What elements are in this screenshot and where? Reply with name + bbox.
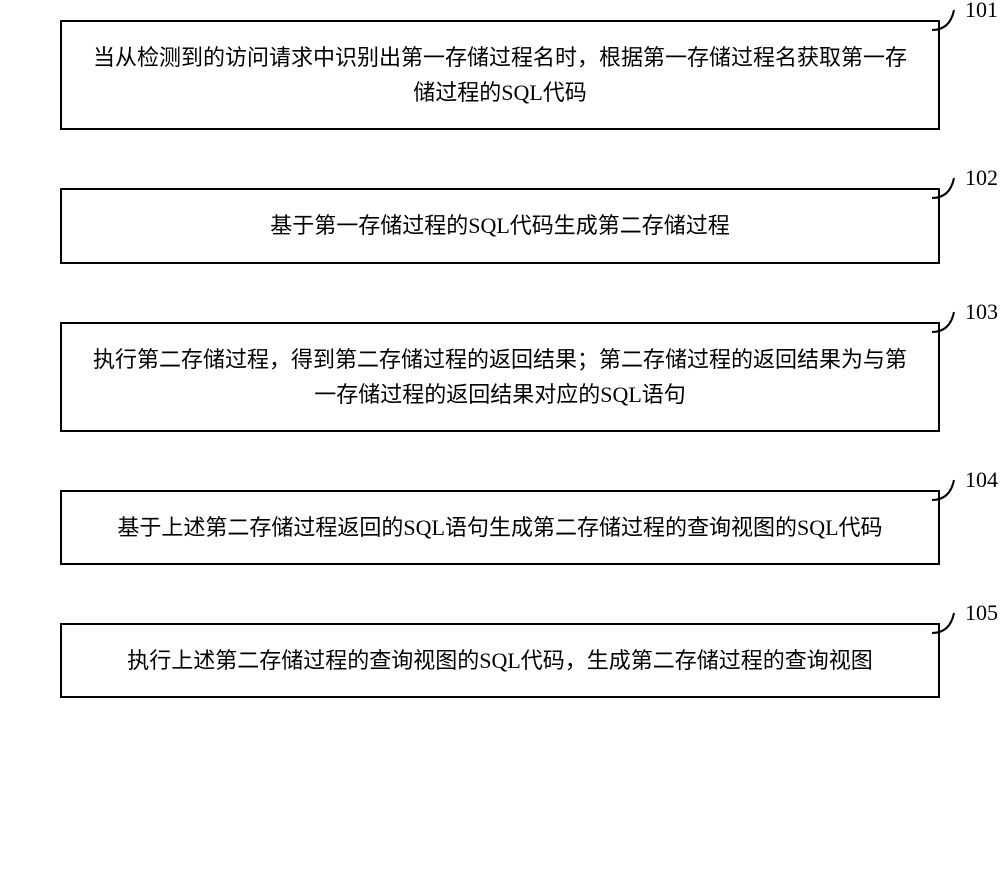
step-box-103: 执行第二存储过程，得到第二存储过程的返回结果；第二存储过程的返回结果为与第一存储… xyxy=(60,322,940,432)
step-wrap-101: 当从检测到的访问请求中识别出第一存储过程名时，根据第一存储过程名获取第一存储过程… xyxy=(30,20,970,130)
arrow-icon xyxy=(499,565,501,623)
step-box-102: 基于第一存储过程的SQL代码生成第二存储过程 102 xyxy=(60,188,940,263)
label-connector-icon xyxy=(932,4,970,32)
arrow-icon xyxy=(499,264,501,322)
step-text: 当从检测到的访问请求中识别出第一存储过程名时，根据第一存储过程名获取第一存储过程… xyxy=(93,45,907,105)
step-wrap-103: 执行第二存储过程，得到第二存储过程的返回结果；第二存储过程的返回结果为与第一存储… xyxy=(30,322,970,432)
label-connector-icon xyxy=(932,474,970,502)
arrow-icon xyxy=(499,130,501,188)
label-connector-icon xyxy=(932,172,970,200)
step-box-104: 基于上述第二存储过程返回的SQL语句生成第二存储过程的查询视图的SQL代码 10… xyxy=(60,490,940,565)
step-text: 基于上述第二存储过程返回的SQL语句生成第二存储过程的查询视图的SQL代码 xyxy=(117,515,882,540)
label-connector-icon xyxy=(932,306,970,334)
step-box-101: 当从检测到的访问请求中识别出第一存储过程名时，根据第一存储过程名获取第一存储过程… xyxy=(60,20,940,130)
step-wrap-105: 执行上述第二存储过程的查询视图的SQL代码，生成第二存储过程的查询视图 105 xyxy=(30,623,970,698)
step-text: 基于第一存储过程的SQL代码生成第二存储过程 xyxy=(270,213,730,238)
step-wrap-102: 基于第一存储过程的SQL代码生成第二存储过程 102 xyxy=(30,188,970,263)
arrow-icon xyxy=(499,432,501,490)
step-text: 执行上述第二存储过程的查询视图的SQL代码，生成第二存储过程的查询视图 xyxy=(127,648,873,673)
step-wrap-104: 基于上述第二存储过程返回的SQL语句生成第二存储过程的查询视图的SQL代码 10… xyxy=(30,490,970,565)
step-box-105: 执行上述第二存储过程的查询视图的SQL代码，生成第二存储过程的查询视图 105 xyxy=(60,623,940,698)
label-connector-icon xyxy=(932,607,970,635)
step-text: 执行第二存储过程，得到第二存储过程的返回结果；第二存储过程的返回结果为与第一存储… xyxy=(93,347,907,407)
flowchart-container: 当从检测到的访问请求中识别出第一存储过程名时，根据第一存储过程名获取第一存储过程… xyxy=(30,20,970,698)
